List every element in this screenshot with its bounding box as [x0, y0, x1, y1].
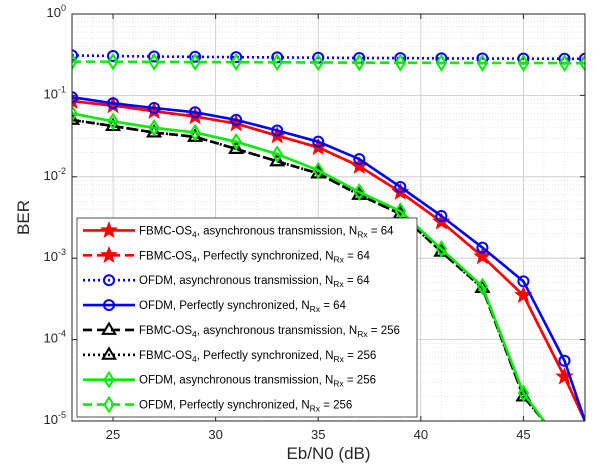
legend-marker [103, 370, 115, 389]
series-line [72, 95, 585, 421]
data-point [353, 183, 365, 201]
data-point [230, 113, 243, 126]
legend-label: FBMC-OS4, Perfectly synchronized, NRx = … [139, 350, 376, 364]
x-tick-label: 45 [516, 427, 530, 442]
data-point [312, 53, 324, 72]
data-point [148, 53, 160, 71]
data-point [269, 152, 286, 167]
legend-marker [100, 221, 118, 239]
data-point [72, 49, 78, 62]
data-point [230, 51, 243, 64]
data-point [435, 240, 448, 258]
data-point [558, 354, 571, 367]
data-point [476, 241, 489, 254]
data-point [189, 53, 201, 71]
data-point [107, 52, 119, 71]
data-point [353, 153, 366, 166]
data-point [72, 111, 80, 125]
data-point [189, 106, 202, 119]
data-point [517, 275, 530, 288]
data-point [107, 112, 119, 131]
data-point [189, 123, 201, 142]
data-point [271, 145, 283, 163]
data-point [579, 54, 585, 72]
x-axis-label: Eb/N0 (dB) [286, 444, 370, 463]
data-point [353, 53, 365, 72]
legend-marker [103, 299, 115, 312]
data-point [579, 52, 585, 65]
series-line [72, 60, 585, 65]
data-point [228, 140, 245, 154]
data-point [517, 384, 530, 402]
series-7 [72, 52, 585, 72]
plot-series-group [72, 49, 585, 421]
data-point [312, 135, 325, 148]
legend: FBMC-OS4, asynchronous transmission, NRx… [76, 217, 418, 418]
data-point [230, 132, 242, 151]
data-point [271, 124, 284, 137]
series-line [72, 112, 546, 421]
series-line [72, 54, 585, 61]
data-point [148, 118, 160, 137]
x-tick-label: 30 [208, 427, 222, 442]
legend-marker [101, 346, 117, 360]
data-point [189, 50, 202, 63]
plot-area [72, 49, 585, 421]
y-tick-label: 10-3 [44, 247, 66, 264]
legend-label: OFDM, asynchronous transmission, NRx = 2… [139, 375, 376, 389]
data-point [312, 161, 324, 180]
y-tick-label: 100 [47, 3, 66, 20]
x-tick-label: 40 [414, 427, 428, 442]
data-point [271, 51, 284, 64]
data-point [72, 52, 78, 71]
legend-label: OFDM, Perfectly synchronized, NRx = 256 [139, 400, 352, 414]
y-tick-label: 10-5 [44, 410, 66, 427]
series-3 [72, 91, 585, 421]
legend-marker [101, 321, 117, 335]
data-point [435, 54, 448, 72]
legend-marker [103, 395, 115, 414]
y-tick-label: 10-1 [44, 84, 66, 101]
data-point [72, 91, 78, 104]
data-point [107, 49, 120, 62]
legend-marker [103, 274, 115, 287]
data-point [72, 104, 78, 123]
data-point [476, 277, 489, 296]
data-point [476, 54, 489, 72]
data-point [271, 53, 283, 72]
legend-label: FBMC-OS4, asynchronous transmission, NRx… [139, 225, 394, 239]
legend-label: FBMC-OS4, Perfectly synchronized, NRx = … [139, 250, 370, 264]
x-tick-label: 25 [106, 427, 120, 442]
data-point [435, 209, 448, 222]
x-tick-label: 35 [311, 427, 325, 442]
legend-label: OFDM, Perfectly synchronized, NRx = 64 [139, 300, 347, 314]
data-point [107, 97, 120, 110]
data-point [517, 54, 530, 72]
data-point [394, 53, 407, 72]
series-line [72, 99, 585, 421]
axis-ticks: 25 30 35 40 45 10-5 10-4 10-3 10-2 10-1 100 [44, 3, 585, 442]
legend-marker [100, 245, 118, 263]
axes-box [71, 13, 586, 422]
legend-label: FBMC-OS4, asynchronous transmission, NRx… [139, 325, 400, 339]
data-point [558, 54, 571, 72]
y-tick-label: 10-2 [44, 166, 66, 183]
y-axis-label: BER [14, 200, 33, 235]
y-tick-label: 10-4 [44, 329, 66, 346]
data-point [394, 180, 407, 193]
legend-label: OFDM, asynchronous transmission, NRx = 6… [139, 275, 370, 289]
data-point [148, 102, 161, 115]
data-point [230, 53, 242, 72]
data-point [148, 50, 161, 63]
legend-box [76, 217, 418, 418]
